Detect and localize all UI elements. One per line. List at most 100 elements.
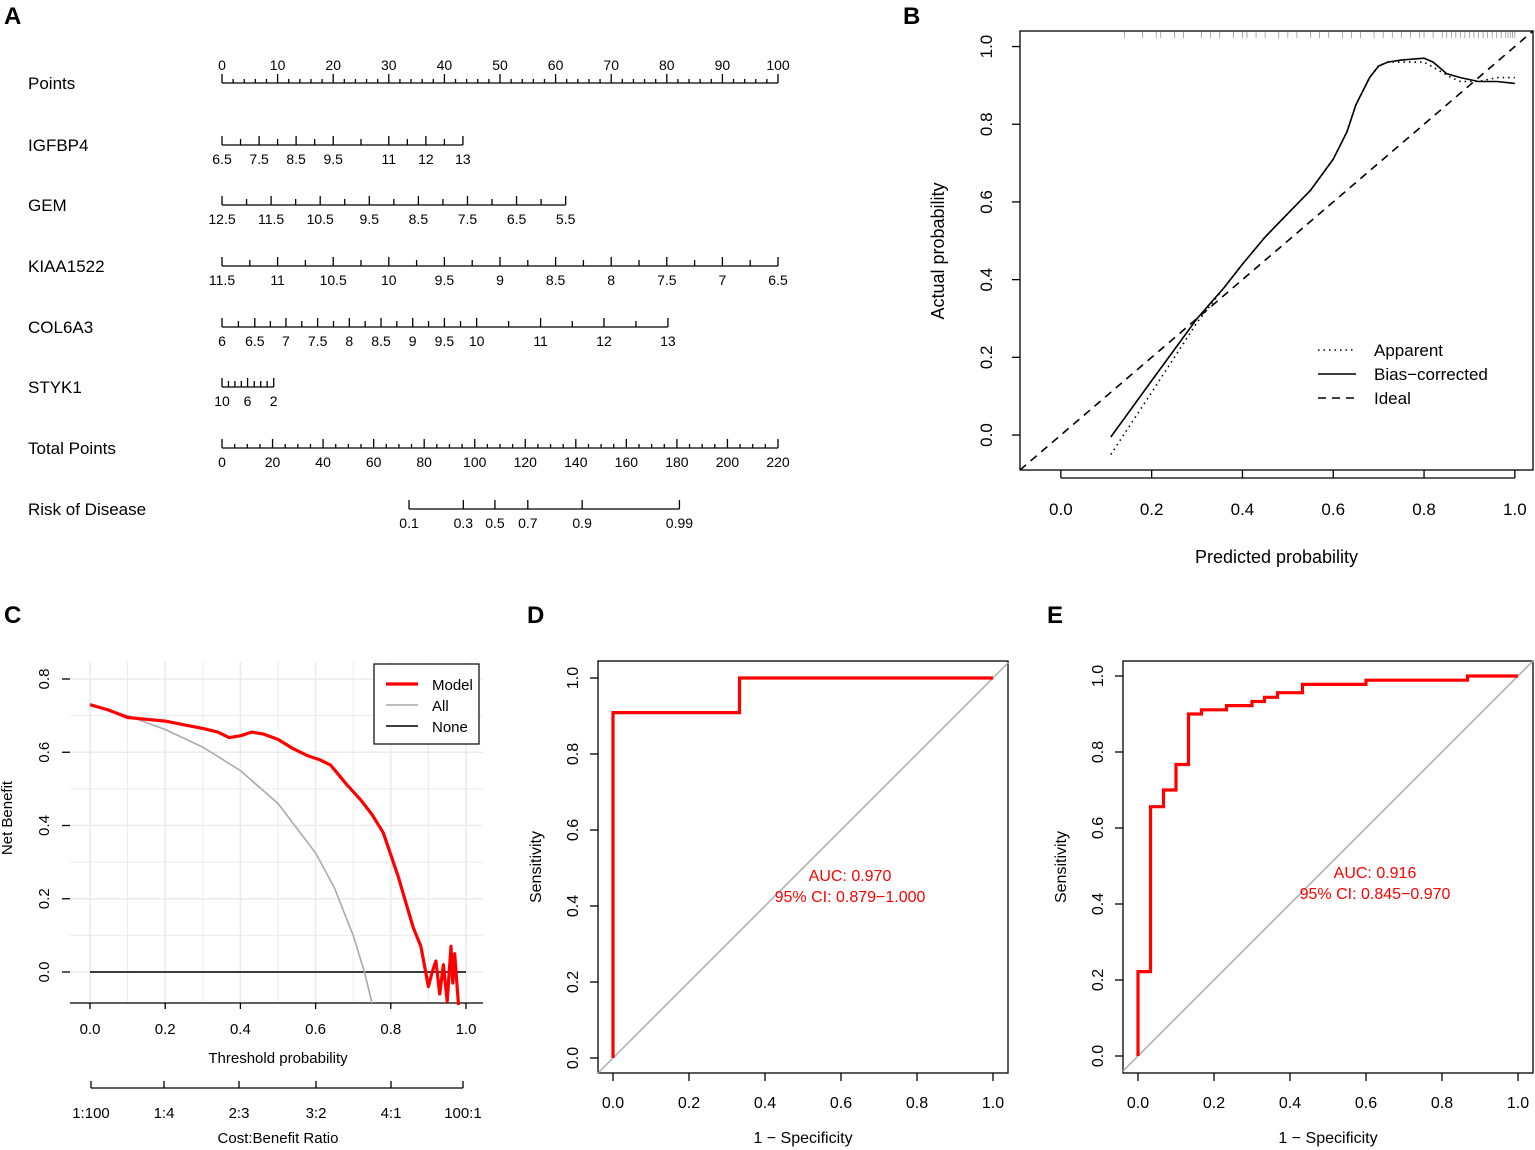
diagonal-reference <box>597 662 1009 1074</box>
nomogram-row-label: STYK1 <box>28 378 82 397</box>
y-tick-label: 0.8 <box>565 743 582 765</box>
x-tick-label: 0.4 <box>1279 1095 1301 1112</box>
legend-label: Ideal <box>1374 389 1411 408</box>
nomogram-tick-label: 0.7 <box>518 515 538 531</box>
nomogram-tick-label: 13 <box>455 151 471 167</box>
nomogram-tick-label: 7.5 <box>458 211 478 227</box>
nomogram-tick-label: 7 <box>282 333 290 349</box>
legend-box <box>373 663 480 745</box>
x-tick-label: 0.0 <box>1127 1095 1149 1112</box>
y-axis-title: Sensitivity <box>1053 831 1070 903</box>
nomogram-tick-label: 6.5 <box>245 333 265 349</box>
x-axis-title: Predicted probability <box>1195 547 1358 567</box>
y-tick-label: 0.4 <box>36 815 53 836</box>
nomogram-tick-label: 5.5 <box>556 211 576 227</box>
nomogram-tick-label: 80 <box>416 454 432 470</box>
nomogram-tick-label: 220 <box>766 454 790 470</box>
y-tick-label: 0.4 <box>977 268 996 292</box>
x-tick-label: 1.0 <box>1503 500 1527 519</box>
y-tick-label: 0.6 <box>1090 817 1107 839</box>
nomogram-tick-label: 11.5 <box>209 272 235 288</box>
nomogram-tick-label: 80 <box>659 57 675 73</box>
nomogram-row-label: COL6A3 <box>28 318 93 337</box>
nomogram-tick-label: 8 <box>345 333 353 349</box>
nomogram-tick-label: 10 <box>381 272 397 288</box>
nomogram-row-label: IGFBP4 <box>28 136 88 155</box>
nomogram-tick-label: 0 <box>218 57 226 73</box>
calibration-panel: 0.0 0.2 0.4 0.6 0.8 1.0 0.0 0.2 0.4 0.6 0.8 1.0 Pred… <box>928 30 1534 567</box>
legend-label: All <box>432 698 449 715</box>
nomogram-tick-label: 10 <box>214 393 230 409</box>
nomogram-tick-label: 180 <box>665 454 689 470</box>
panel-label-a: A <box>4 3 21 30</box>
nomogram-tick-label: 9 <box>496 272 504 288</box>
nomogram-tick-label: 13 <box>660 333 676 349</box>
x-tick-label: 0.6 <box>1321 500 1345 519</box>
plot-frame <box>597 660 1009 1074</box>
x-axis-title: Threshold probability <box>208 1050 348 1067</box>
y-tick-label: 0.6 <box>977 190 996 214</box>
y-tick-label: 0.2 <box>36 888 53 909</box>
x-tick-label: 1.0 <box>982 1095 1004 1112</box>
nomogram-tick-label: 20 <box>325 57 341 73</box>
nomogram-tick-label: 8.5 <box>286 151 306 167</box>
x-tick-label: 0.8 <box>1431 1095 1453 1112</box>
nomogram-row-label: KIAA1522 <box>28 257 105 276</box>
decision-curve-panel: 0.0 0.2 0.4 0.6 0.8 0.0 0.2 0.4 0.6 0.8 1.0 Thresho… <box>0 662 483 1147</box>
nomogram-tick-label: 7.5 <box>249 151 269 167</box>
nomogram-row-label: Points <box>28 74 75 93</box>
auc-label: AUC: 0.970 <box>809 868 892 885</box>
legend-label: Apparent <box>1374 341 1443 360</box>
legend-label: Model <box>432 677 473 694</box>
calibration-line-dashed <box>1019 30 1534 471</box>
diagonal-reference <box>1122 660 1534 1072</box>
nomogram-tick-label: 120 <box>514 454 538 470</box>
nomogram-tick-label: 2 <box>270 393 278 409</box>
x-tick-label: 0.6 <box>830 1095 852 1112</box>
nomogram-tick-label: 0.5 <box>485 515 505 531</box>
nomogram-tick-label: 40 <box>437 57 453 73</box>
y-tick-label: 0.4 <box>1090 893 1107 915</box>
x-tick-label: 0.4 <box>1231 500 1255 519</box>
nomogram-tick-label: 40 <box>315 454 331 470</box>
calibration-line-dotted <box>1110 61 1515 455</box>
panel-label-b: B <box>903 3 920 30</box>
curve-all <box>89 703 373 1004</box>
y-tick-label: 0.0 <box>565 1047 582 1069</box>
nomogram-tick-label: 11 <box>533 333 548 349</box>
auc-label: AUC: 0.916 <box>1334 865 1417 882</box>
x-tick-label: 1.0 <box>1507 1095 1529 1112</box>
nomogram-row-label: Total Points <box>28 439 116 458</box>
nomogram-tick-label: 9.5 <box>360 211 380 227</box>
nomogram-tick-label: 10.5 <box>307 211 334 227</box>
cost-benefit-tick-label: 4:1 <box>381 1105 402 1122</box>
nomogram-tick-label: 12.5 <box>208 211 235 227</box>
nomogram-tick-label: 100 <box>463 454 487 470</box>
nomogram-tick-label: 11 <box>382 151 397 167</box>
x-tick-label: 0.4 <box>754 1095 776 1112</box>
nomogram-tick-label: 9.5 <box>435 333 455 349</box>
x-tick-label: 0.4 <box>230 1021 251 1038</box>
ci-label: 95% CI: 0.845−0.970 <box>1300 886 1451 903</box>
nomogram-tick-label: 11.5 <box>258 211 284 227</box>
nomogram-tick-label: 8 <box>607 272 615 288</box>
y-axis-title: Actual probability <box>928 182 948 319</box>
nomogram-tick-label: 10.5 <box>320 272 347 288</box>
x-tick-label: 0.2 <box>678 1095 700 1112</box>
x-tick-label: 0.8 <box>380 1021 401 1038</box>
nomogram-tick-label: 9.5 <box>323 151 343 167</box>
nomogram-tick-label: 10 <box>469 333 485 349</box>
legend-label: None <box>432 719 468 736</box>
nomogram-tick-label: 90 <box>715 57 731 73</box>
y-tick-label: 0.2 <box>565 971 582 993</box>
y-tick-label: 1.0 <box>565 667 582 689</box>
nomogram-tick-label: 160 <box>615 454 639 470</box>
nomogram-tick-label: 200 <box>716 454 740 470</box>
y-tick-label: 0.8 <box>1090 741 1107 763</box>
y-tick-label: 0.6 <box>36 742 53 763</box>
nomogram-tick-label: 100 <box>766 57 790 73</box>
y-tick-label: 0.0 <box>1090 1045 1107 1067</box>
cost-benefit-tick-label: 2:3 <box>229 1105 250 1122</box>
nomogram-tick-label: 7.5 <box>657 272 677 288</box>
